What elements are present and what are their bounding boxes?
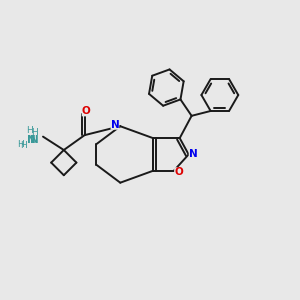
Text: O: O xyxy=(82,106,91,116)
Text: O: O xyxy=(174,167,183,177)
Text: N: N xyxy=(111,120,119,130)
Text: N: N xyxy=(30,135,38,145)
Text: H: H xyxy=(20,141,27,150)
Text: N: N xyxy=(27,136,35,146)
Text: H: H xyxy=(17,140,24,149)
Text: N: N xyxy=(189,149,197,160)
Text: H: H xyxy=(26,126,33,135)
Text: H: H xyxy=(31,128,38,137)
